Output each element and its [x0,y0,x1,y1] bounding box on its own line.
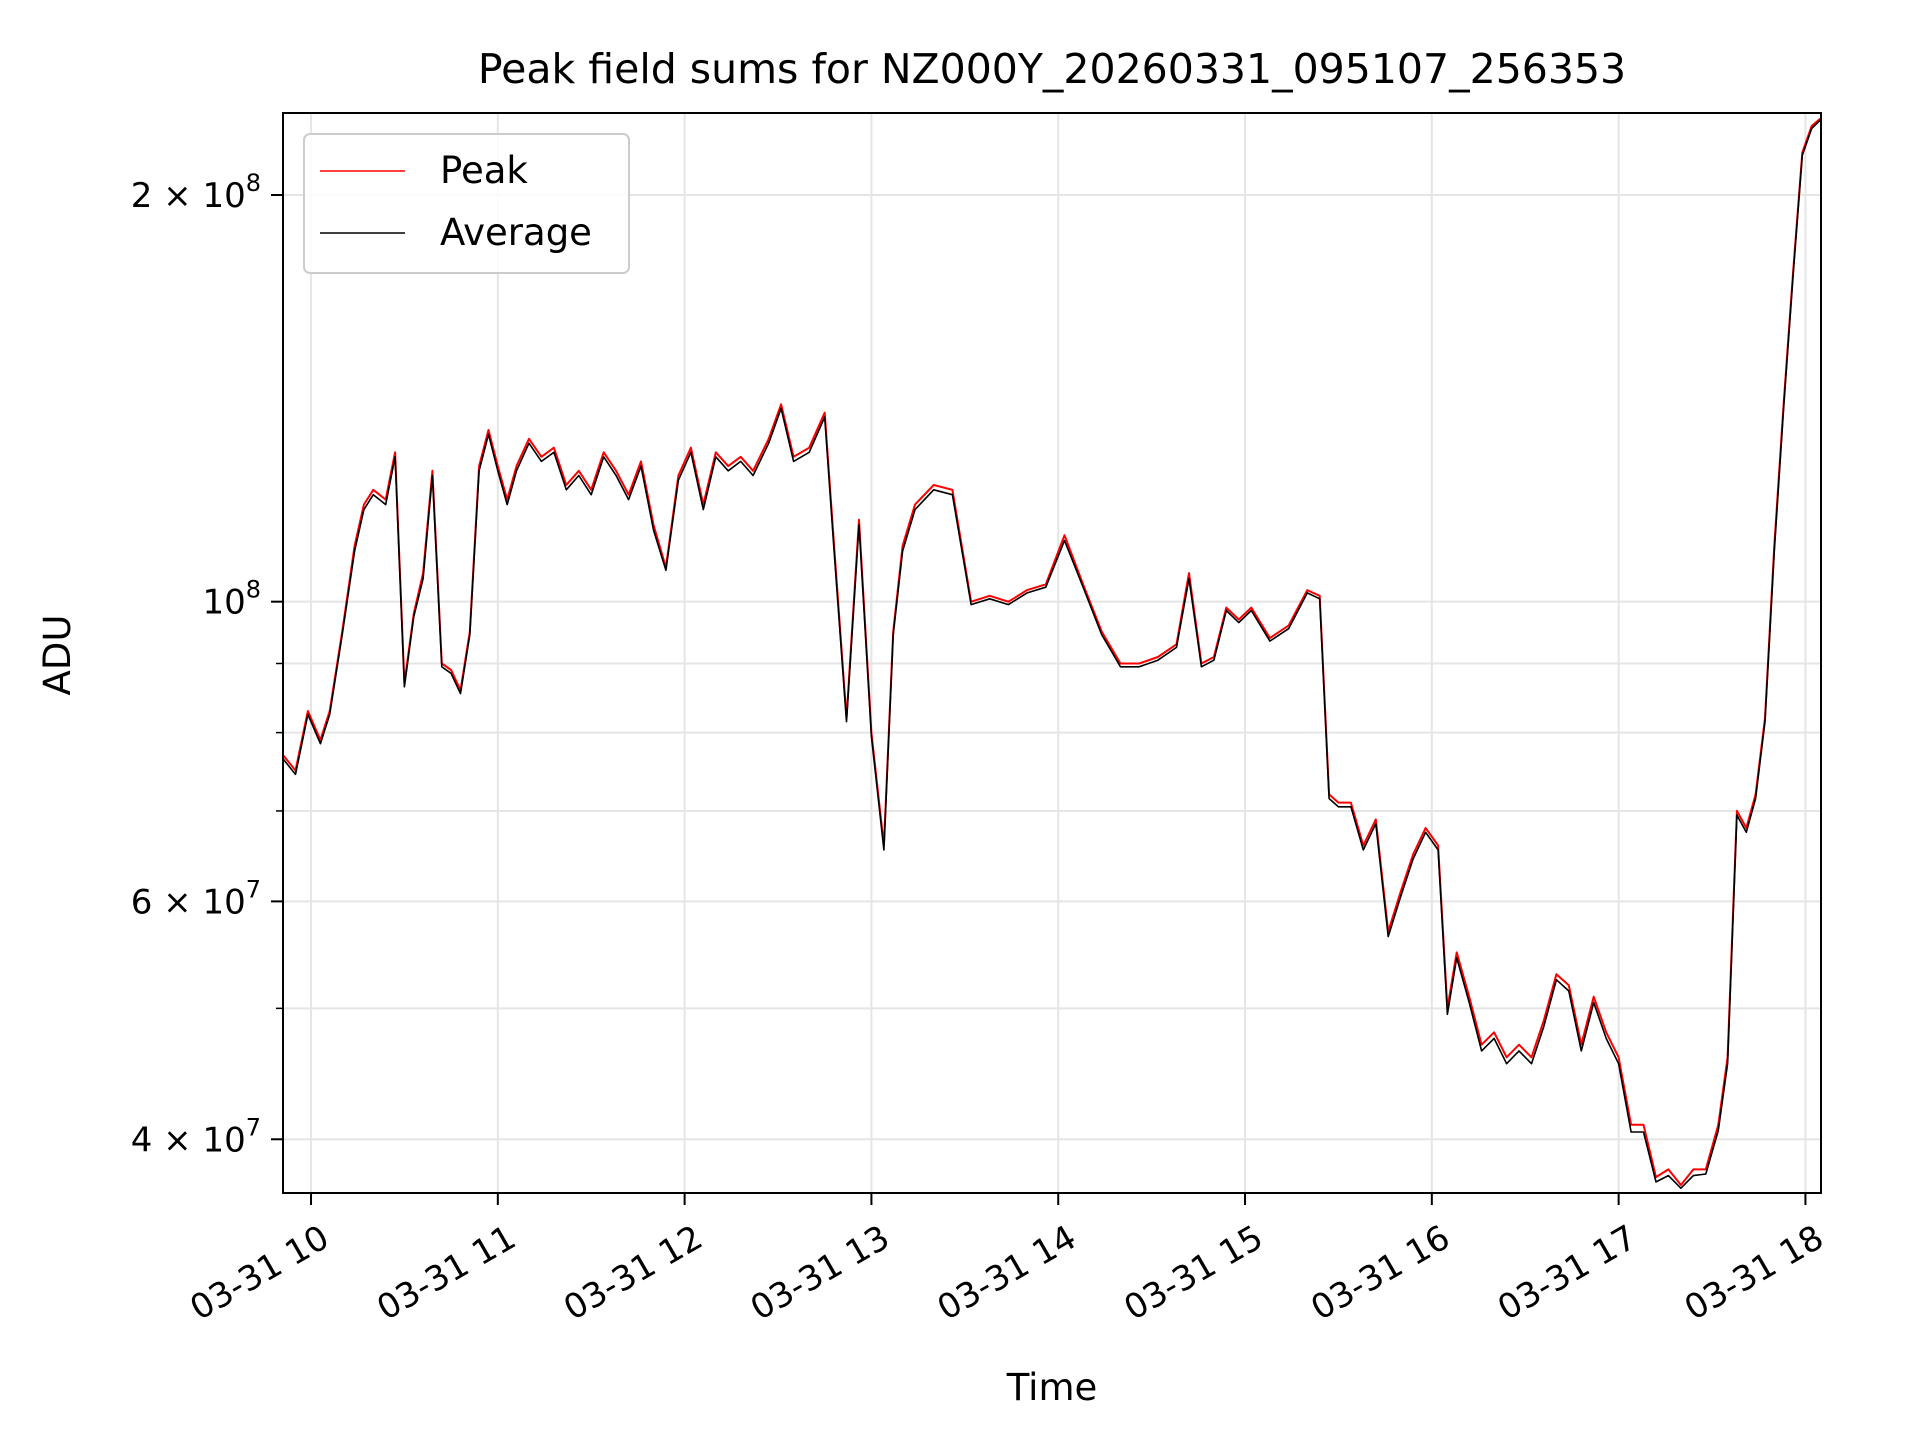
legend: Peak Average [303,133,630,274]
y-axis-label: ADU [36,615,79,696]
y-tick-label: 2 × 108 [131,169,261,216]
y-tick-label: 108 [202,576,261,623]
y-tick-label: 4 × 107 [131,1113,261,1160]
y-tick-layer: 4 × 107 6 × 107 108 2 × 108 [131,169,283,1160]
x-axis-label: Time [1006,1366,1098,1409]
chart-title: Peak field sums for NZ000Y_20260331_0951… [478,45,1626,93]
legend-frame [303,133,630,274]
series-line-peak [282,117,1822,1186]
series-line-average [282,118,1822,1189]
legend-average-label: Average [440,211,592,254]
series-layer [282,117,1822,1189]
y-tick-label: 6 × 107 [131,875,261,922]
plot-frame [282,112,1822,1194]
legend-peak-label: Peak [440,149,528,192]
grid-layer [283,113,1821,1193]
plot-area-background [283,113,1821,1193]
